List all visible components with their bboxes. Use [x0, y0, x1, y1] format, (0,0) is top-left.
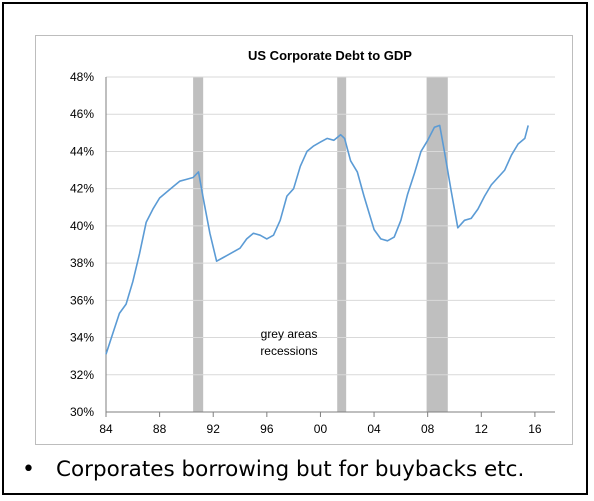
y-tick-label: 30%	[70, 405, 94, 419]
x-tick-label: 00	[314, 422, 328, 436]
recession-band-1	[193, 77, 204, 412]
chart-title: US Corporate Debt to GDP	[248, 48, 412, 63]
y-tick-labels: 30% 32% 34% 36% 38% 40% 42% 44% 46% 48%	[70, 70, 94, 419]
recession-bands	[193, 77, 448, 412]
x-tick-label: 84	[99, 422, 113, 436]
bullet-text: Corporates borrowing but for buybacks et…	[56, 456, 525, 482]
y-tick-label: 36%	[70, 293, 94, 307]
y-tick-label: 44%	[70, 144, 94, 158]
x-tick-labels: 84 88 92 96 00 04 08 12 16	[99, 422, 542, 436]
chart: 30% 32% 34% 36% 38% 40% 42% 44% 46% 48% 84 88 92 96 0…	[70, 48, 555, 436]
x-tick-label: 92	[207, 422, 221, 436]
bullet-point: • Corporates borrowing but for buybacks …	[22, 449, 582, 489]
annotation-line-1: grey areas	[261, 327, 318, 341]
recession-band-3	[426, 77, 448, 412]
y-tick-label: 32%	[70, 368, 94, 382]
y-tick-label: 48%	[70, 70, 94, 84]
x-tick-label: 16	[528, 422, 542, 436]
x-tick-label: 96	[260, 422, 274, 436]
x-tick-label: 88	[153, 422, 167, 436]
y-tick-label: 46%	[70, 107, 94, 121]
x-tick-label: 08	[421, 422, 435, 436]
x-tick-label: 04	[367, 422, 381, 436]
recession-band-2	[337, 77, 347, 412]
bullet-marker: •	[22, 456, 35, 482]
y-tick-label: 38%	[70, 256, 94, 270]
annotation-line-2: recessions	[260, 344, 317, 358]
x-tick-label: 12	[475, 422, 489, 436]
gridlines	[106, 76, 555, 376]
chart-panel: 30% 32% 34% 36% 38% 40% 42% 44% 46% 48% 84 88 92 96 0…	[35, 35, 573, 445]
series-group	[105, 124, 529, 355]
axes	[105, 77, 555, 417]
y-tick-label: 40%	[70, 219, 94, 233]
y-tick-label: 34%	[70, 331, 94, 345]
slide-frame: 30% 32% 34% 36% 38% 40% 42% 44% 46% 48% 84 88 92 96 0…	[2, 2, 588, 495]
series-line	[105, 124, 529, 355]
y-tick-label: 42%	[70, 182, 94, 196]
